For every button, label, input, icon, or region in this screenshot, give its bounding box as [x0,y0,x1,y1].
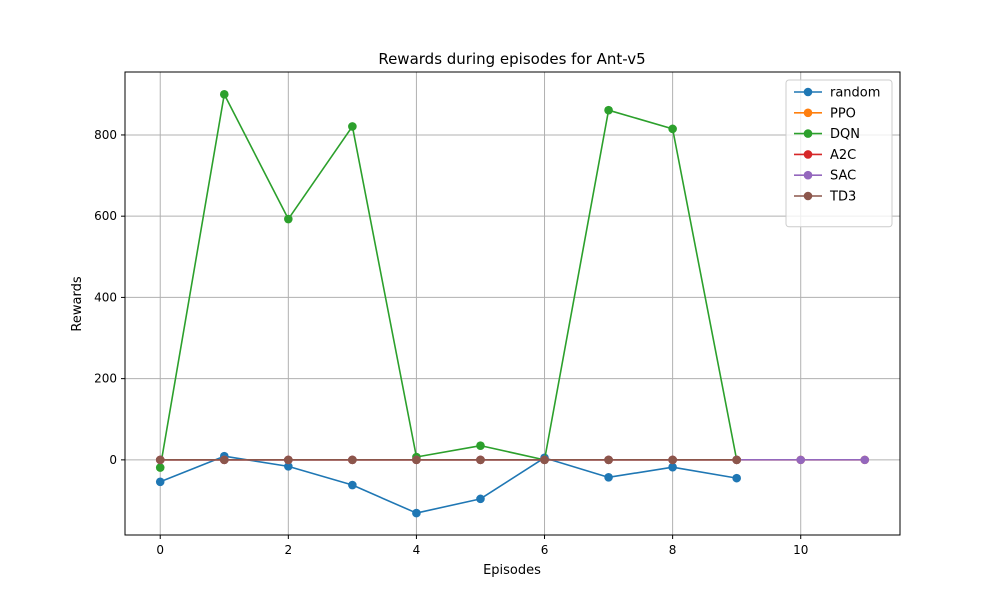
legend-item-td3: TD3 [794,190,856,205]
legend-label-sac: SAC [830,169,856,184]
data-point-random [476,494,485,504]
data-point-random [348,480,357,490]
grid [125,72,900,535]
x-tick-label: 0 [156,543,164,557]
data-point-td3 [476,455,485,465]
legend-label-td3: TD3 [829,190,856,205]
legend-box [785,79,893,228]
data-point-random [604,473,613,482]
legend-marker-dqn [803,129,813,138]
x-tick-label: 8 [669,543,677,557]
data-point-td3 [155,455,165,465]
data-point-td3 [284,455,293,465]
data-point-sac [860,455,870,465]
y-tick-label: 800 [94,128,117,142]
legend: random PPO DQN A2C SAC TD3 [785,79,893,228]
series-line-dqn [159,93,738,468]
y-tick-label: 0 [109,453,117,467]
legend-item-dqn: DQN [794,127,860,142]
data-point-sac [796,455,806,465]
y-axis-label: Rewards [70,276,85,331]
data-point-dqn [348,122,357,131]
y-tick-label: 600 [94,209,117,223]
legend-label-dqn: DQN [830,127,860,142]
x-tick-label: 10 [793,543,808,557]
data-point-dqn [668,124,677,134]
series-dqn [155,90,741,472]
data-point-random [668,462,677,472]
x-tick-label: 6 [541,543,549,557]
series-line-random [159,455,737,514]
data-point-td3 [604,455,613,465]
x-tick-label: 2 [285,543,293,557]
chart-title: Rewards during episodes for Ant-v5 [378,50,645,68]
legend-marker-a2c [803,150,813,159]
series-layer [155,90,870,518]
legend-label-a2c: A2C [830,148,856,163]
series-td3 [155,455,741,465]
data-point-random [155,477,165,487]
legend-item-random: random [794,86,880,101]
data-point-dqn [284,214,293,224]
data-point-dqn [219,90,229,99]
data-point-td3 [412,455,421,465]
series-random [155,451,741,518]
data-point-td3 [540,455,549,465]
legend-label-ppo: PPO [830,106,856,121]
data-point-random [732,473,741,483]
data-point-td3 [219,455,229,465]
x-axis-label: Episodes [483,563,541,578]
y-tick-label: 400 [94,290,117,304]
plot-area-frame [124,71,901,536]
data-point-random [412,508,421,518]
legend-item-a2c: A2C [794,148,856,163]
legend-item-sac: SAC [794,169,856,184]
legend-item-ppo: PPO [794,106,856,121]
y-tick-label: 200 [94,372,117,386]
legend-marker-ppo [803,108,813,118]
legend-marker-sac [803,170,813,180]
legend-label-random: random [830,86,880,101]
data-point-td3 [348,455,357,465]
data-point-td3 [732,455,741,465]
x-tick-label: 4 [413,543,421,557]
data-point-dqn [155,463,165,472]
data-point-dqn [604,105,613,115]
data-point-dqn [476,441,485,450]
legend-marker-random [803,87,813,97]
data-point-td3 [668,455,677,465]
legend-marker-td3 [803,191,813,201]
data-point-random [284,462,293,471]
axis-ticks: 0 2 4 6 8 10 0 200 400 600 800 [94,128,808,557]
